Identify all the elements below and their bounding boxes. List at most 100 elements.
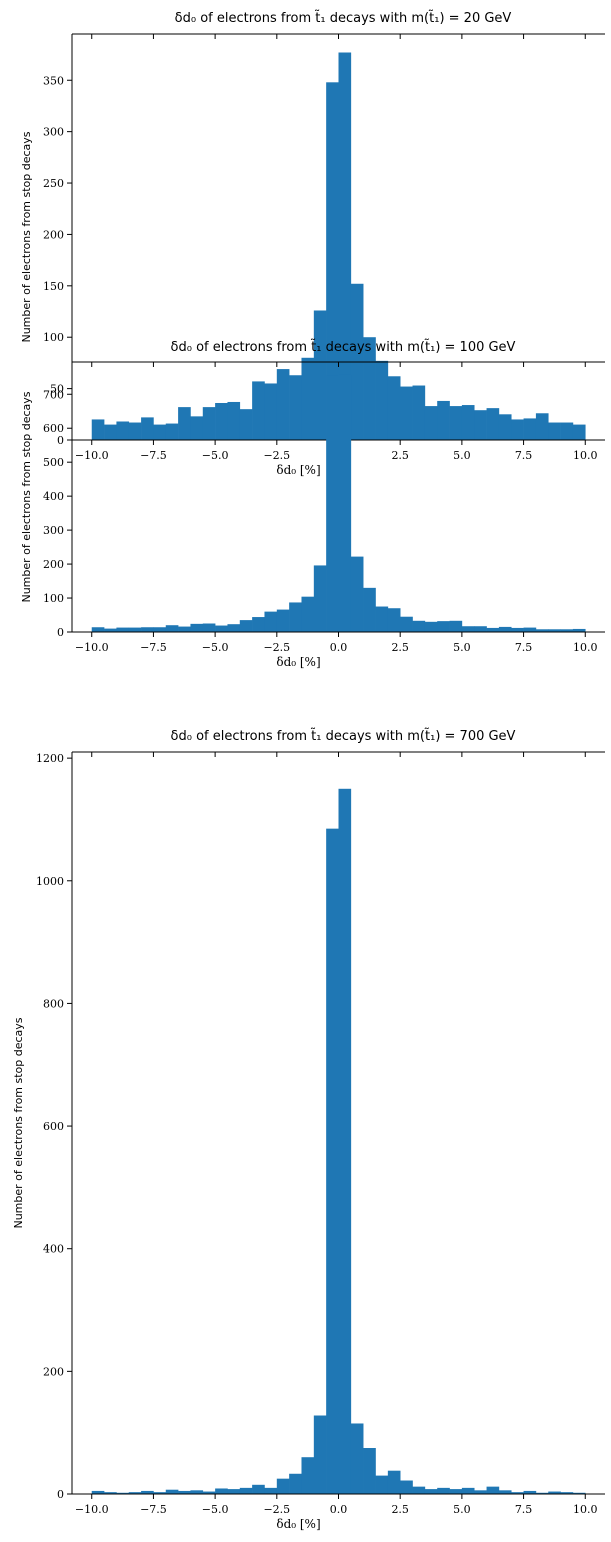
histogram-bar: [202, 623, 216, 632]
y-tick-label: 0: [57, 434, 64, 447]
histogram-bar: [486, 408, 500, 440]
histogram-bar: [560, 1492, 574, 1494]
histogram-bar: [449, 1489, 463, 1494]
histogram-bar: [252, 617, 265, 632]
histogram-bar: [202, 407, 216, 440]
histogram-bar: [227, 1489, 241, 1494]
y-tick-label: 200: [43, 558, 64, 571]
x-tick-label: −10.0: [75, 449, 109, 462]
histogram-bar: [338, 52, 352, 440]
histogram-bar: [412, 1486, 426, 1494]
y-tick-label: 400: [43, 490, 64, 503]
histogram-bar: [190, 623, 204, 632]
histogram-bar: [449, 620, 463, 632]
histogram-bar: [165, 625, 179, 632]
histogram-bar: [178, 1490, 191, 1494]
histogram-bar: [350, 556, 364, 632]
histogram-bar: [104, 424, 117, 440]
histogram-bar: [104, 628, 117, 632]
histogram-bar: [572, 424, 586, 440]
histogram-bar: [535, 413, 549, 440]
histogram-bar: [202, 1491, 216, 1494]
histogram-bar: [424, 406, 438, 440]
histogram-bar: [474, 626, 487, 632]
histogram-bar: [498, 1490, 512, 1494]
x-tick-label: 7.5: [515, 1503, 533, 1516]
y-axis-label: Number of electrons from stop decays: [20, 131, 33, 342]
histogram-bar: [116, 1492, 130, 1494]
histogram-bar: [276, 369, 290, 440]
x-tick-label: −5.0: [202, 449, 229, 462]
histogram-bar: [153, 424, 167, 440]
histogram-bar: [289, 1473, 302, 1494]
y-tick-label: 500: [43, 456, 64, 469]
x-tick-label: 5.0: [453, 1503, 471, 1516]
histogram-bar: [498, 414, 512, 440]
y-tick-label: 300: [43, 524, 64, 537]
histogram-bar: [178, 407, 191, 440]
histogram-bar: [301, 1457, 315, 1494]
x-tick-label: −7.5: [140, 449, 167, 462]
histogram-bar: [141, 417, 154, 440]
histogram-bar: [239, 1487, 253, 1494]
histogram-bar: [461, 1487, 475, 1494]
histogram-bar: [424, 621, 438, 632]
histogram-bar: [153, 627, 167, 632]
x-tick-label: 2.5: [391, 1503, 409, 1516]
histogram-bar: [215, 402, 228, 440]
histogram-bar: [264, 1487, 278, 1494]
x-axis-label: δd₀ [%]: [276, 463, 320, 477]
x-tick-label: −2.5: [263, 449, 290, 462]
histogram-bar: [116, 421, 130, 440]
histogram-bar: [153, 1492, 167, 1494]
y-tick-label: 100: [43, 592, 64, 605]
y-tick-label: 1200: [36, 752, 64, 765]
x-tick-label: 0.0: [330, 1503, 348, 1516]
histogram-bar: [548, 1491, 561, 1494]
chart-title: δd₀ of electrons from t̃₁ decays with m(…: [171, 729, 516, 744]
y-axis-label: Number of electrons from stop decays: [12, 1017, 25, 1228]
histogram-bar: [449, 406, 463, 440]
histogram-bar: [289, 375, 302, 440]
y-tick-label: 1000: [36, 875, 64, 888]
histogram-bar: [498, 626, 512, 632]
histogram-bar: [128, 1492, 142, 1494]
x-tick-label: 5.0: [453, 449, 471, 462]
histogram-bar: [535, 1492, 549, 1494]
histogram-bar: [264, 383, 278, 440]
x-tick-label: 0.0: [330, 641, 348, 654]
x-tick-label: −10.0: [75, 641, 109, 654]
y-axis-label: Number of electrons from stop decays: [20, 391, 33, 602]
histogram-bar: [387, 1470, 401, 1494]
histogram-bar: [461, 405, 475, 440]
chart-title: δd₀ of electrons from t̃₁ decays with m(…: [171, 340, 516, 355]
x-tick-label: 5.0: [453, 641, 471, 654]
histogram-bar: [375, 1475, 389, 1494]
y-tick-label: 100: [43, 331, 64, 344]
histogram-bar: [387, 608, 401, 632]
x-tick-label: −7.5: [140, 641, 167, 654]
y-tick-label: 0: [57, 1488, 64, 1501]
histogram-bar: [523, 627, 537, 632]
histogram-bar: [560, 422, 574, 440]
histogram-bar: [535, 629, 549, 632]
histogram-bar: [560, 629, 574, 632]
histogram-bar: [104, 1492, 117, 1494]
x-tick-label: 10.0: [573, 641, 598, 654]
histogram-bar: [215, 625, 228, 632]
x-axis-label: δd₀ [%]: [276, 655, 320, 669]
histogram-bar: [264, 611, 278, 632]
histogram-bar: [461, 626, 475, 632]
histogram-bar: [486, 1486, 500, 1494]
histogram-bar: [141, 627, 154, 632]
histogram-bar: [326, 82, 339, 440]
chart-title: δd₀ of electrons from t̃₁ decays with m(…: [175, 11, 512, 26]
chart-1: −10.0−7.5−5.0−2.50.02.55.07.510.00501001…: [20, 11, 605, 477]
histogram-bar: [190, 1490, 204, 1494]
histogram-bar: [387, 376, 401, 440]
histogram-bar: [474, 1490, 487, 1494]
histogram-bar: [252, 1484, 265, 1494]
histogram-bar: [400, 1480, 413, 1494]
x-tick-label: 2.5: [391, 641, 409, 654]
histogram-bar: [548, 422, 561, 440]
